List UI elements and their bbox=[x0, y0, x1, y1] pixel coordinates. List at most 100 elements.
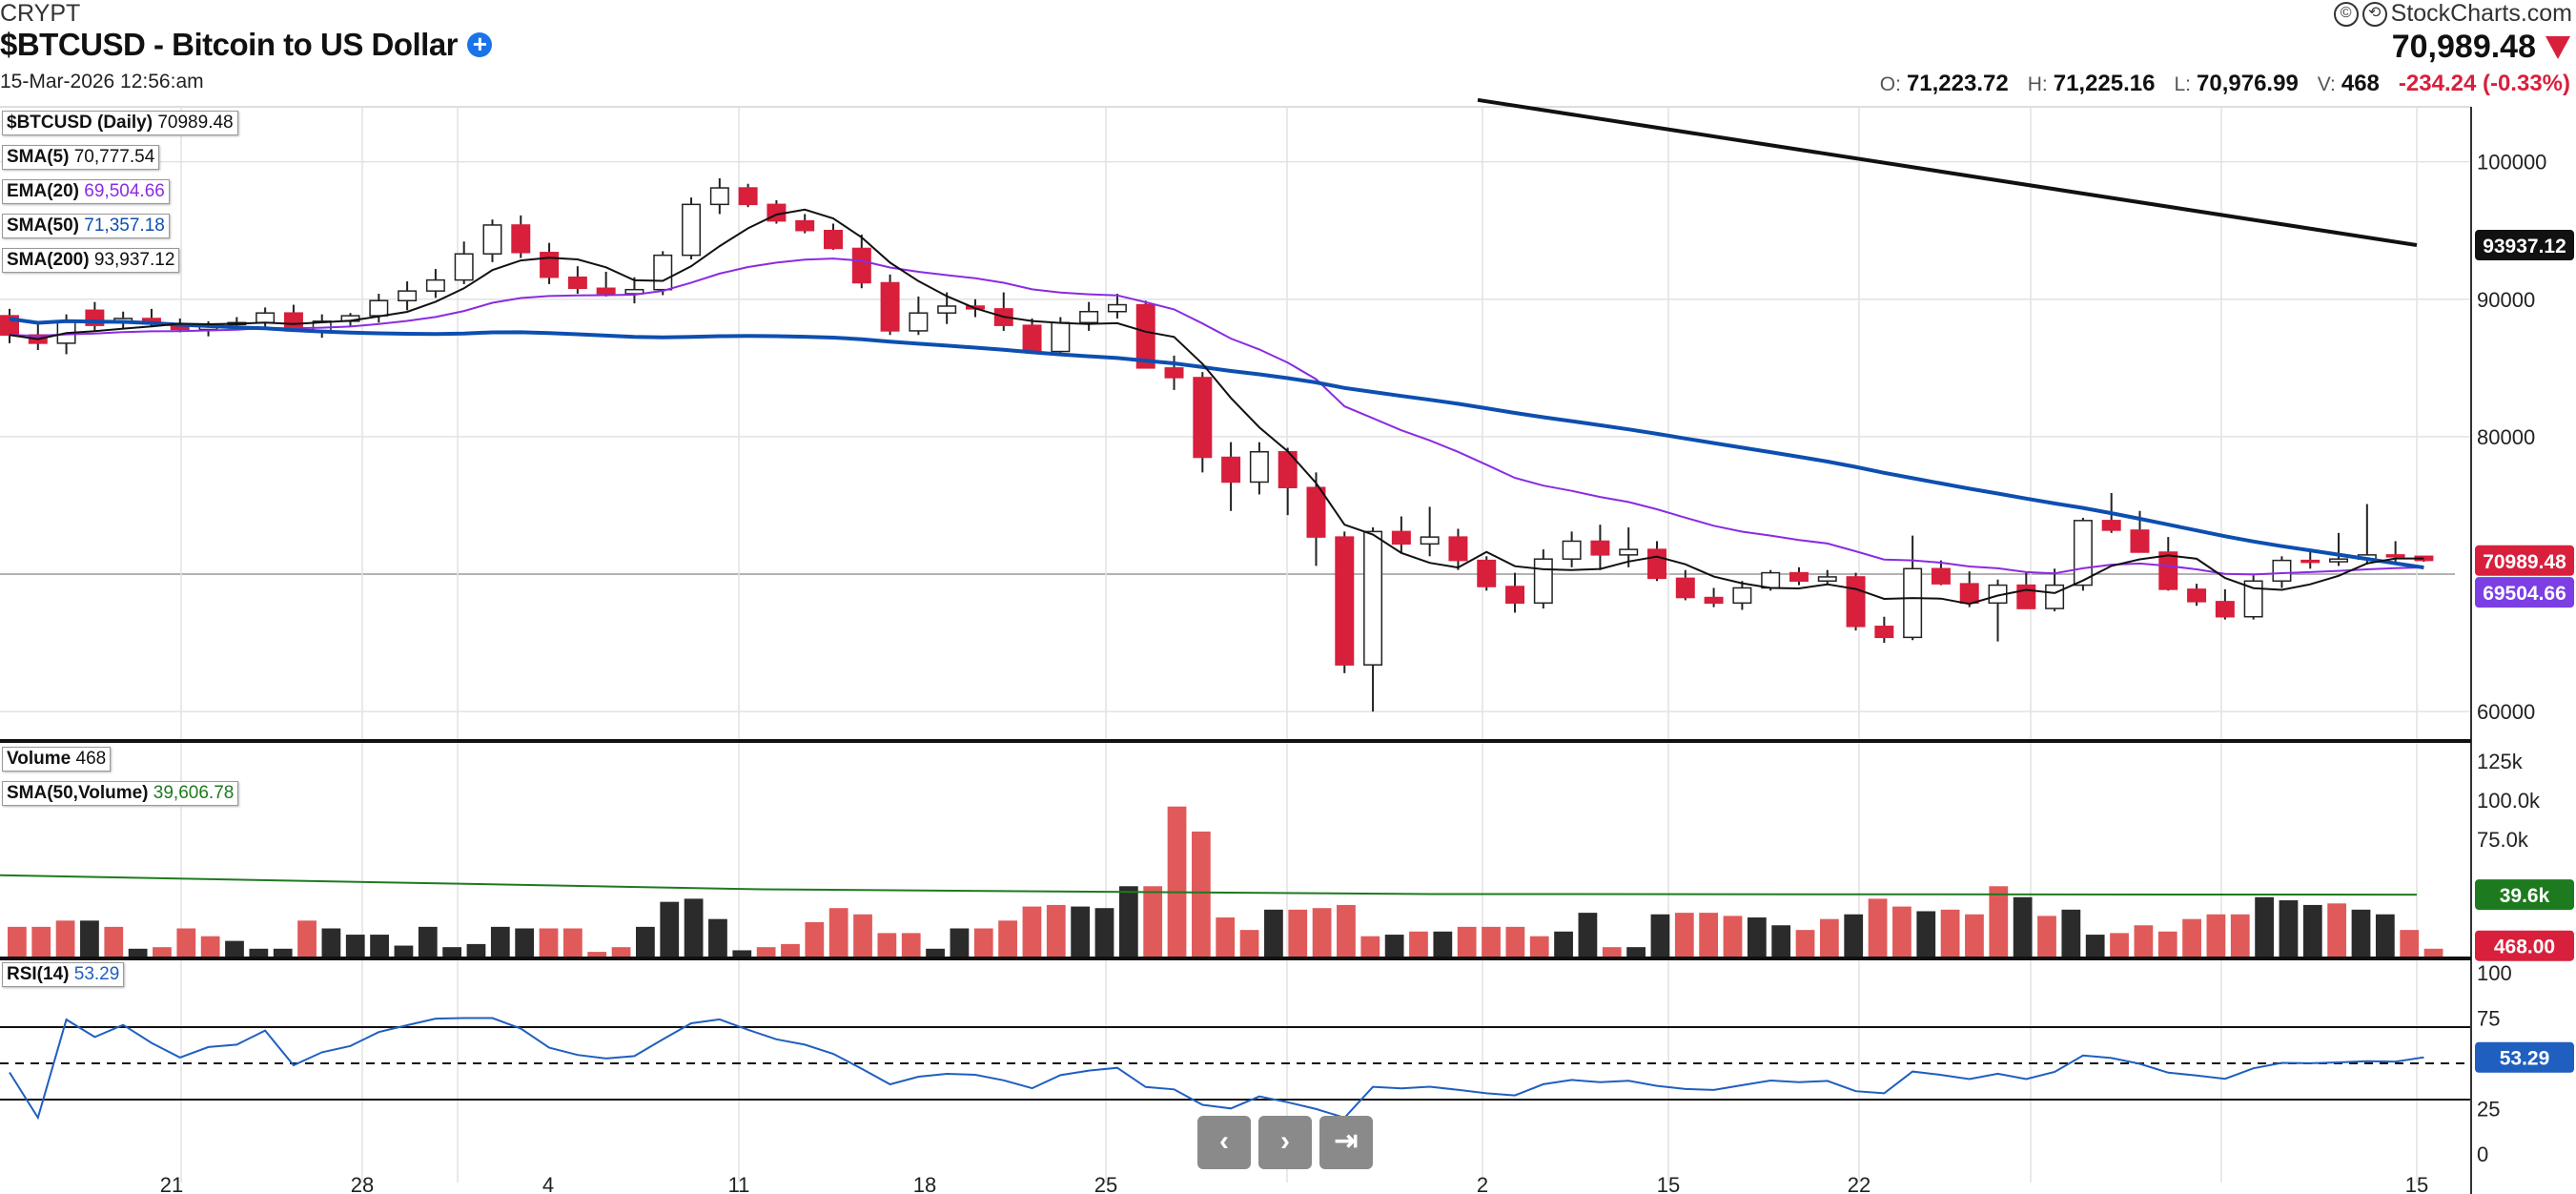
candle-body bbox=[482, 224, 502, 255]
candle-body bbox=[2045, 584, 2065, 609]
ema20-line bbox=[9, 257, 2424, 576]
legend-sma5[interactable]: SMA(5) 70,777.54 bbox=[2, 145, 160, 170]
volume-bar bbox=[1965, 914, 1984, 957]
volume-bar bbox=[901, 933, 921, 957]
x-axis-label: 25 bbox=[1094, 1173, 1117, 1194]
volume-bar bbox=[80, 920, 99, 957]
volume-bar bbox=[1022, 906, 1042, 957]
scroll-forward-button[interactable]: › bbox=[1258, 1116, 1312, 1169]
volume-bar bbox=[273, 948, 293, 957]
candle-body bbox=[2158, 551, 2178, 590]
candle-body bbox=[1448, 536, 1468, 562]
volume-bar bbox=[1191, 831, 1211, 957]
candle-body bbox=[1846, 576, 1866, 628]
volume-bar bbox=[1337, 904, 1356, 957]
volume-sma-tag-bg bbox=[2475, 879, 2574, 911]
candle-body bbox=[2272, 559, 2292, 582]
legend-volume[interactable]: Volume 468 bbox=[2, 747, 112, 772]
volume-last-tag-bg bbox=[2475, 930, 2574, 961]
volume-bar bbox=[660, 901, 680, 957]
chart-date: 15-Mar-2026 12:56:am bbox=[0, 71, 204, 93]
scroll-to-end-button[interactable]: ⇥ bbox=[1319, 1116, 1373, 1169]
volume-bar bbox=[973, 928, 993, 957]
volume-bar bbox=[1094, 908, 1114, 957]
scroll-back-button[interactable]: ‹ bbox=[1197, 1116, 1251, 1169]
volume-bar bbox=[2230, 914, 2250, 957]
add-symbol-icon[interactable]: + bbox=[467, 31, 493, 57]
legend-volume-sma[interactable]: SMA(50,Volume) 39,606.78 bbox=[2, 781, 239, 806]
candle-body bbox=[596, 287, 616, 295]
volume-bar bbox=[1844, 914, 1864, 957]
rsi-tag-bg bbox=[2475, 1041, 2574, 1073]
sma200-line bbox=[1477, 97, 2418, 248]
candle-body bbox=[1931, 567, 1951, 585]
volume-bar bbox=[128, 948, 148, 957]
volume-bar bbox=[1626, 947, 1646, 957]
volume-sma-line bbox=[0, 874, 2418, 896]
copyright-icon: © bbox=[2333, 1, 2359, 27]
volume-bar bbox=[636, 926, 655, 957]
candle-body bbox=[1562, 540, 1582, 560]
volume-bar bbox=[853, 914, 872, 957]
volume-bar bbox=[1602, 947, 1622, 957]
volume-bar bbox=[781, 943, 800, 957]
symbol-title: $BTCUSD - Bitcoin to US Dollar bbox=[0, 27, 459, 62]
candle-body bbox=[824, 229, 843, 250]
volume-bar bbox=[1046, 904, 1066, 957]
volume-axis-label: 75.0k bbox=[2477, 828, 2529, 852]
volume-bar bbox=[1482, 926, 1501, 957]
candle-body bbox=[1675, 577, 1695, 599]
low-value: 70,976.99 bbox=[2197, 71, 2299, 96]
candle-body bbox=[1306, 486, 1326, 538]
candle-body bbox=[909, 312, 929, 332]
volume-bar bbox=[998, 920, 1017, 957]
volume-bar bbox=[297, 920, 317, 957]
volume-bar bbox=[1771, 925, 1791, 957]
volume-bar bbox=[2134, 925, 2154, 957]
candle-body bbox=[1022, 324, 1042, 353]
volume-bar bbox=[1457, 926, 1477, 957]
brand-logo[interactable]: © ⟲ StockCharts.com bbox=[2333, 0, 2572, 28]
price-axis-label: 80000 bbox=[2477, 425, 2535, 449]
volume-bar bbox=[2110, 933, 2129, 957]
candle-body bbox=[1533, 558, 1553, 605]
legend-rsi[interactable]: RSI(14) 53.29 bbox=[2, 962, 125, 987]
candle-body bbox=[1221, 456, 1241, 484]
last-price-value: 70,989.48 bbox=[2391, 29, 2536, 65]
candle-body bbox=[256, 312, 276, 324]
candle-body bbox=[1420, 536, 1440, 546]
volume-bar bbox=[31, 926, 51, 957]
candle-body bbox=[1505, 586, 1525, 605]
x-axis-label: 21 bbox=[160, 1173, 183, 1194]
volume-bar bbox=[1239, 930, 1259, 957]
volume-bar bbox=[2400, 930, 2420, 957]
exchange-label: CRYPT bbox=[0, 0, 81, 27]
candle-body bbox=[738, 187, 758, 206]
volume-bar bbox=[539, 928, 559, 957]
candle-body bbox=[1107, 303, 1127, 313]
volume-bar bbox=[828, 908, 848, 957]
candle-body bbox=[1477, 559, 1497, 587]
legend-main[interactable]: $BTCUSD (Daily) 70989.48 bbox=[2, 111, 238, 135]
candle-body bbox=[1761, 571, 1781, 589]
legend-ema20[interactable]: EMA(20) 69,504.66 bbox=[2, 179, 170, 204]
volume-bar bbox=[249, 948, 269, 957]
volume-axis-label: 100.0k bbox=[2477, 789, 2541, 813]
volume-bar bbox=[562, 928, 583, 957]
ema20-price-tag: 69504.66 bbox=[2483, 583, 2566, 605]
legend-sma200[interactable]: SMA(200) 93,937.12 bbox=[2, 248, 180, 273]
volume-bar bbox=[1433, 931, 1453, 957]
volume-label: V: bbox=[2317, 73, 2336, 95]
volume-bar bbox=[756, 947, 776, 957]
chart-title: $BTCUSD - Bitcoin to US Dollar + bbox=[0, 27, 493, 63]
volume-bar bbox=[1578, 913, 1598, 957]
candle-body bbox=[1704, 596, 1724, 605]
volume-bar bbox=[321, 928, 341, 957]
volume-bar bbox=[1916, 911, 1936, 957]
legend-sma50[interactable]: SMA(50) 71,357.18 bbox=[2, 214, 170, 238]
volume-bar bbox=[1143, 886, 1163, 957]
volume-bar bbox=[418, 926, 438, 957]
volume-bar bbox=[225, 940, 244, 957]
volume-bar bbox=[1650, 914, 1670, 957]
